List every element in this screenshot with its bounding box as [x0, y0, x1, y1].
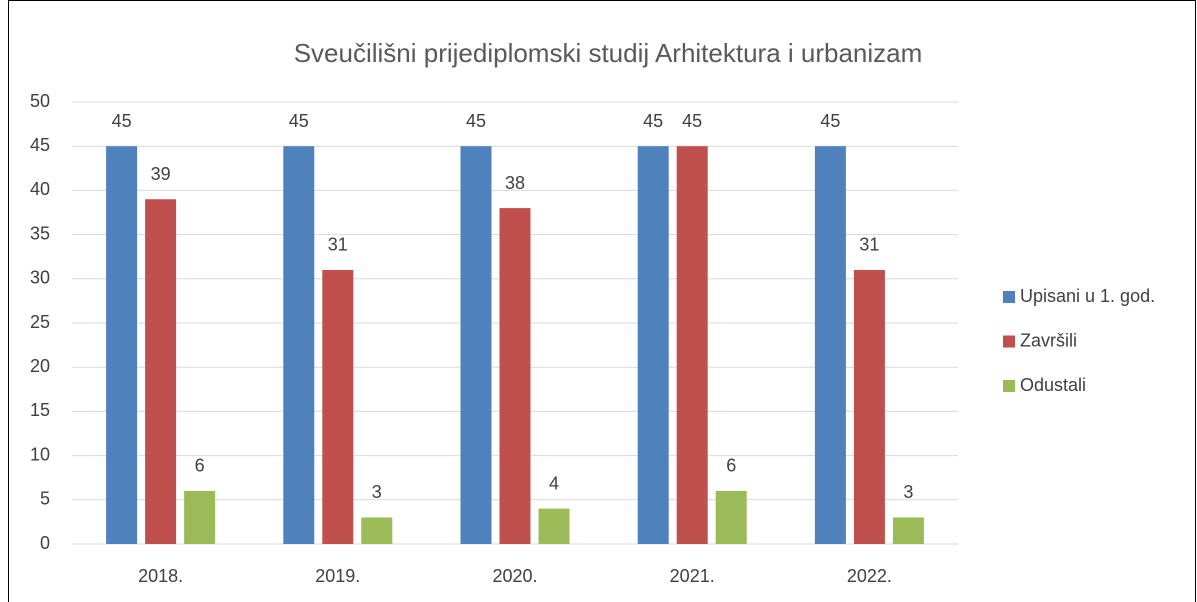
chart-border [8, 0, 1196, 602]
data-label: 31 [859, 235, 879, 255]
y-tick-label: 0 [40, 533, 50, 553]
bar [283, 146, 315, 544]
legend-label: Završili [1020, 330, 1077, 350]
bar [361, 517, 393, 544]
y-tick-label: 45 [30, 135, 50, 155]
data-label: 45 [682, 111, 702, 131]
bar [676, 146, 708, 544]
bar [460, 146, 492, 544]
legend-swatch [1003, 335, 1015, 348]
bar [538, 508, 570, 544]
x-tick-label: 2019. [315, 566, 360, 586]
data-label: 45 [466, 111, 486, 131]
y-tick-label: 25 [30, 312, 50, 332]
x-tick-label: 2020. [492, 566, 537, 586]
bar [145, 199, 177, 545]
data-label: 45 [289, 111, 309, 131]
data-label: 45 [643, 111, 663, 131]
legend-swatch [1003, 291, 1015, 303]
data-label: 39 [151, 164, 171, 184]
bar [322, 269, 354, 544]
data-label: 4 [549, 473, 559, 493]
data-label: 45 [112, 111, 132, 131]
y-tick-label: 35 [30, 223, 50, 243]
x-tick-label: 2021. [670, 566, 715, 586]
data-label: 3 [372, 482, 382, 502]
legend-swatch [1003, 380, 1015, 392]
bar [715, 490, 747, 544]
y-tick-label: 30 [30, 268, 50, 288]
bar [814, 146, 846, 544]
bar [499, 208, 531, 544]
x-tick-label: 2022. [847, 566, 892, 586]
bar [637, 146, 669, 544]
chart-title: Sveučilišni prijediplomski studij Arhite… [294, 38, 923, 68]
y-tick-label: 20 [30, 356, 50, 376]
bar [106, 146, 138, 544]
bar [892, 517, 924, 544]
y-tick-label: 15 [30, 400, 50, 420]
y-tick-label: 10 [30, 444, 50, 464]
data-label: 6 [195, 456, 205, 476]
bar [184, 490, 216, 544]
y-tick-label: 50 [30, 91, 50, 111]
y-tick-label: 40 [30, 179, 50, 199]
data-label: 45 [820, 111, 840, 131]
x-tick-label: 2018. [138, 566, 183, 586]
bar [853, 269, 885, 544]
legend-label: Upisani u 1. god. [1020, 286, 1155, 306]
legend-label: Odustali [1020, 375, 1086, 395]
data-label: 3 [903, 482, 913, 502]
y-tick-label: 5 [40, 489, 50, 509]
data-label: 31 [328, 235, 348, 255]
data-label: 6 [726, 456, 736, 476]
data-label: 38 [505, 173, 525, 193]
